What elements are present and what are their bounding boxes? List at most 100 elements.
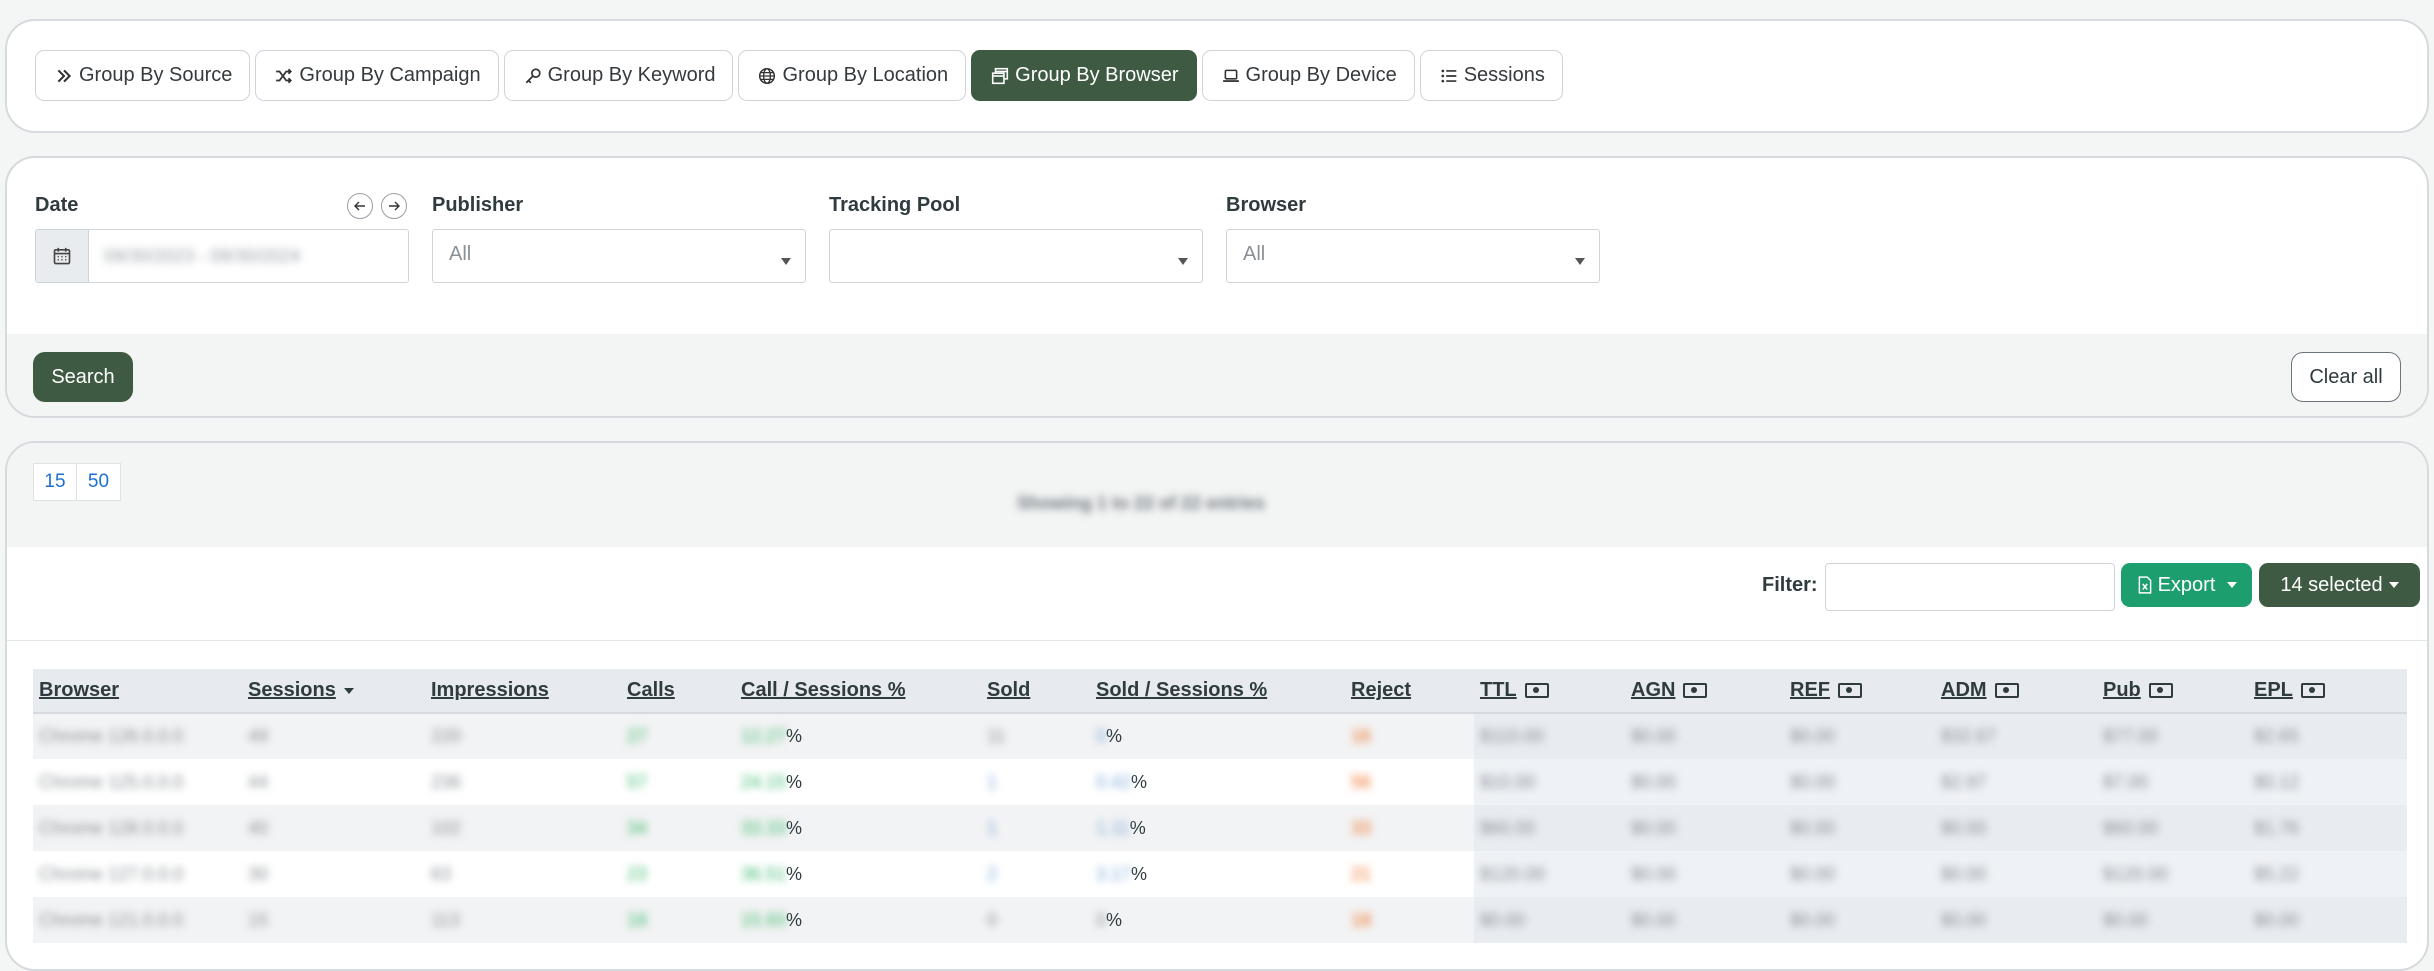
date-next-button[interactable] [381, 193, 407, 219]
cell-ttl: $0.00 [1474, 897, 1625, 943]
cell-impressions: 236 [425, 759, 621, 805]
money-icon [1994, 683, 2019, 699]
page-size-15[interactable]: 15 [33, 463, 77, 501]
chevron-down-icon [1178, 258, 1188, 265]
cell-reject: 21 [1345, 851, 1474, 897]
cell-pub: $60.00 [2097, 805, 2248, 851]
table-filter-input[interactable] [1825, 563, 2115, 611]
col-header-call-sessions-pct[interactable]: Call / Sessions % [735, 669, 981, 714]
publisher-label: Publisher [432, 194, 524, 216]
tab-sessions[interactable]: Sessions [1419, 50, 1563, 101]
tracking-pool-select[interactable] [829, 229, 1203, 283]
cell-ttl: $10.00 [1474, 759, 1625, 805]
tab-row: Group By Source Group By Campaign Group … [35, 50, 1563, 101]
cell-calls: 57 [621, 759, 735, 805]
cell-agn: $0.00 [1625, 897, 1784, 943]
cell-call-pct: 15.93% [735, 897, 981, 943]
cell-pub: $120.00 [2097, 851, 2248, 897]
col-header-epl[interactable]: EPL [2248, 669, 2407, 714]
cell-impressions: 220 [425, 713, 621, 759]
cell-browser: Chrome 128.0.0.0 [33, 805, 242, 851]
tab-label: Group By Location [782, 64, 949, 86]
cell-impressions: 63 [425, 851, 621, 897]
cell-epl: $2.65 [2248, 713, 2407, 759]
caret-down-icon [2227, 582, 2238, 588]
col-header-browser[interactable]: Browser [33, 669, 242, 714]
group-by-tabs-card: Group By Source Group By Campaign Group … [5, 19, 2429, 133]
date-range-input[interactable]: 09/30/2023 - 09/30/2024 [35, 229, 409, 283]
date-prev-button[interactable] [347, 193, 373, 219]
cell-ref: $0.00 [1784, 851, 1935, 897]
money-icon [1838, 683, 1862, 699]
cell-calls: 18 [621, 897, 735, 943]
divider [7, 640, 2427, 641]
cell-call-pct: 33.33% [735, 805, 981, 851]
col-header-impressions[interactable]: Impressions [425, 669, 621, 714]
col-header-reject[interactable]: Reject [1345, 669, 1474, 714]
col-header-ref[interactable]: REF [1784, 669, 1935, 714]
table-filter-label: Filter: [1762, 574, 1818, 596]
col-header-agn[interactable]: AGN [1625, 669, 1784, 714]
file-excel-icon [2138, 576, 2151, 594]
tab-group-by-keyword[interactable]: Group By Keyword [503, 50, 734, 101]
col-header-calls[interactable]: Calls [621, 669, 735, 714]
columns-selected-button[interactable]: 14 selected [2259, 563, 2420, 607]
cell-epl: $0.12 [2248, 759, 2407, 805]
col-header-ttl[interactable]: TTL [1474, 669, 1625, 714]
table-row: Chrome 127.0.0.0 30 63 23 36.51% 2 3.17%… [33, 851, 2407, 897]
list-icon [1438, 65, 1460, 87]
cell-impressions: 113 [425, 897, 621, 943]
cell-browser: Chrome 121.0.0.0 [33, 897, 242, 943]
cell-ref: $0.00 [1784, 713, 1935, 759]
export-button[interactable]: Export [2121, 563, 2252, 607]
col-header-sold-sessions-pct[interactable]: Sold / Sessions % [1090, 669, 1345, 714]
arrow-left-icon [354, 201, 365, 211]
page-size-selector: 15 50 [33, 463, 121, 501]
tab-group-by-browser[interactable]: Group By Browser [971, 50, 1197, 101]
laptop-icon [1220, 65, 1242, 87]
tab-group-by-source[interactable]: Group By Source [35, 50, 251, 101]
cell-pub: $0.00 [2097, 897, 2248, 943]
cell-pub: $7.00 [2097, 759, 2248, 805]
cell-calls: 23 [621, 851, 735, 897]
clear-all-button[interactable]: Clear all [2291, 352, 2401, 402]
tab-group-by-device[interactable]: Group By Device [1201, 50, 1415, 101]
cell-sold-pct: 1.11% [1090, 805, 1345, 851]
tab-label: Group By Source [79, 64, 233, 86]
filter-footer: Search Clear all [7, 334, 2427, 416]
page-size-50[interactable]: 50 [77, 463, 121, 501]
date-range-value: 09/30/2023 - 09/30/2024 [104, 246, 301, 266]
tab-label: Group By Browser [1015, 64, 1179, 86]
table-row: Chrome 121.0.0.0 15 113 18 15.93% 0 0% 1… [33, 897, 2407, 943]
cell-impressions: 102 [425, 805, 621, 851]
tab-group-by-location[interactable]: Group By Location [738, 50, 967, 101]
cell-epl: $1.76 [2248, 805, 2407, 851]
cell-adm: $32.67 [1935, 713, 2097, 759]
cell-sold-pct: 3.17% [1090, 851, 1345, 897]
col-header-sessions[interactable]: Sessions [242, 669, 425, 714]
publisher-select[interactable]: All [432, 229, 806, 283]
tab-group-by-campaign[interactable]: Group By Campaign [255, 50, 499, 101]
table-row: Chrome 125.0.0.0 44 236 57 24.15% 1 0.42… [33, 759, 2407, 805]
cell-ttl: $60.00 [1474, 805, 1625, 851]
calendar-icon[interactable] [36, 230, 89, 282]
cell-browser: Chrome 125.0.0.0 [33, 759, 242, 805]
col-header-pub[interactable]: Pub [2097, 669, 2248, 714]
tracking-pool-label: Tracking Pool [829, 194, 961, 216]
table-header-row: Browser Sessions Impressions Calls Call … [33, 669, 2407, 714]
cell-pub: $77.00 [2097, 713, 2248, 759]
cell-browser: Chrome 127.0.0.0 [33, 851, 242, 897]
search-button[interactable]: Search [33, 352, 133, 402]
cell-adm: $2.97 [1935, 759, 2097, 805]
cell-epl: $0.00 [2248, 897, 2407, 943]
tab-label: Group By Campaign [299, 64, 481, 86]
cell-epl: $5.22 [2248, 851, 2407, 897]
browser-windows-icon [989, 65, 1011, 87]
key-icon [522, 65, 544, 87]
date-label: Date [35, 194, 79, 216]
col-header-sold[interactable]: Sold [981, 669, 1090, 714]
cell-agn: $0.00 [1625, 713, 1784, 759]
browser-select[interactable]: All [1226, 229, 1600, 283]
export-label: Export [2157, 573, 2216, 596]
col-header-adm[interactable]: ADM [1935, 669, 2097, 714]
